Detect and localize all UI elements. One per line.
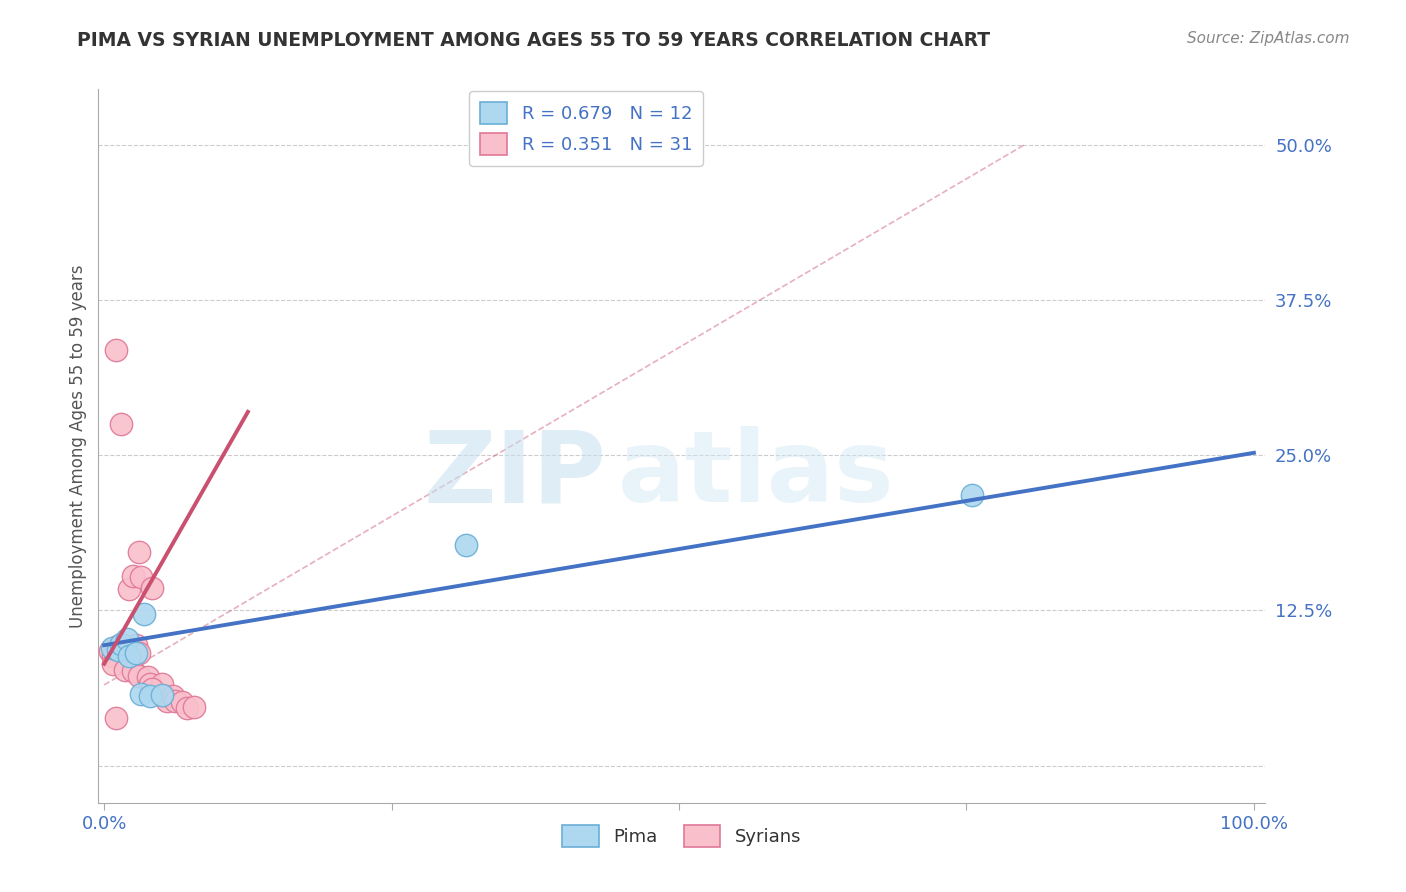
Point xyxy=(162,689,184,703)
Text: Source: ZipAtlas.com: Source: ZipAtlas.com xyxy=(1187,31,1350,46)
Point xyxy=(110,637,132,651)
Text: atlas: atlas xyxy=(617,426,894,523)
Point xyxy=(122,665,145,679)
Point xyxy=(960,488,983,502)
Point xyxy=(114,646,136,660)
Point xyxy=(128,646,150,660)
Point xyxy=(118,582,141,597)
Point xyxy=(104,711,127,725)
Point xyxy=(101,640,124,655)
Point xyxy=(134,607,156,622)
Point xyxy=(139,676,162,690)
Point xyxy=(128,545,150,559)
Point xyxy=(153,689,176,703)
Point xyxy=(136,670,159,684)
Point xyxy=(128,669,150,683)
Point xyxy=(107,640,129,654)
Point xyxy=(183,700,205,714)
Point xyxy=(141,681,163,696)
Point xyxy=(107,643,129,657)
Point xyxy=(115,640,138,654)
Text: ZIP: ZIP xyxy=(423,426,606,523)
Point xyxy=(125,646,148,660)
Y-axis label: Unemployment Among Ages 55 to 59 years: Unemployment Among Ages 55 to 59 years xyxy=(69,264,87,628)
Legend: Pima, Syrians: Pima, Syrians xyxy=(555,818,808,855)
Point xyxy=(129,687,152,701)
Point xyxy=(125,638,148,652)
Point xyxy=(150,688,173,702)
Point xyxy=(98,644,121,658)
Point xyxy=(104,343,127,357)
Point xyxy=(114,663,136,677)
Point xyxy=(118,649,141,664)
Point xyxy=(110,417,132,432)
Point xyxy=(139,689,162,703)
Point xyxy=(172,695,194,709)
Point xyxy=(122,568,145,582)
Point xyxy=(129,570,152,584)
Point xyxy=(176,701,198,715)
Text: PIMA VS SYRIAN UNEMPLOYMENT AMONG AGES 55 TO 59 YEARS CORRELATION CHART: PIMA VS SYRIAN UNEMPLOYMENT AMONG AGES 5… xyxy=(77,31,990,50)
Point xyxy=(118,650,141,665)
Point xyxy=(156,694,179,708)
Point xyxy=(103,649,125,664)
Point xyxy=(456,538,478,552)
Point xyxy=(150,676,173,690)
Point xyxy=(165,694,187,708)
Point xyxy=(141,581,163,595)
Point xyxy=(115,632,138,646)
Point xyxy=(103,657,125,671)
